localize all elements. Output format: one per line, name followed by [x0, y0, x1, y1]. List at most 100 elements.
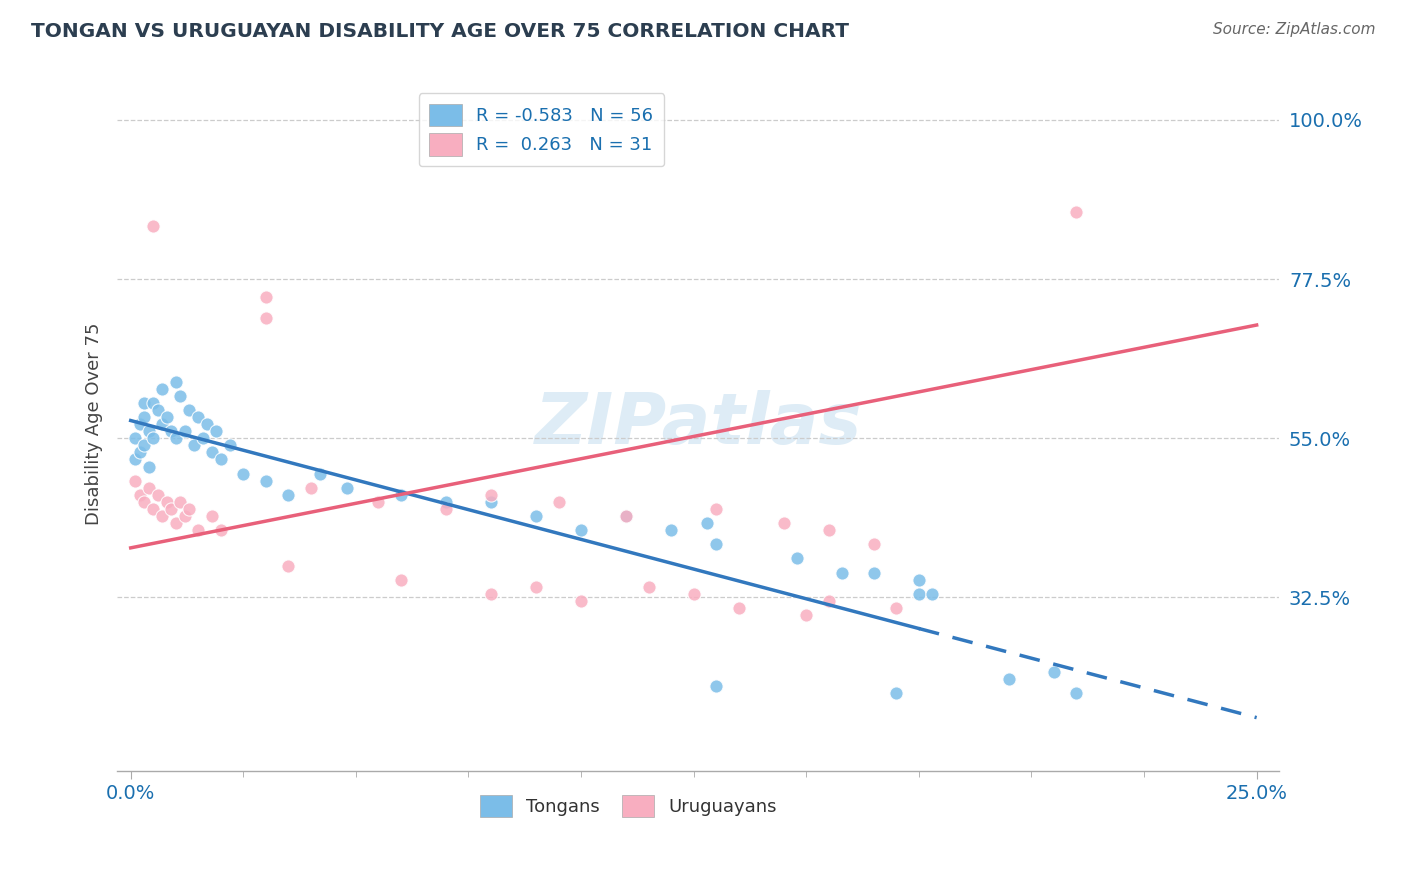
Point: [794, 608, 817, 623]
Point: [254, 474, 277, 488]
Point: [138, 459, 160, 474]
Point: [682, 587, 704, 601]
Point: [479, 495, 502, 509]
Point: [704, 537, 727, 551]
Point: [232, 467, 254, 481]
Point: [921, 587, 943, 601]
Point: [156, 409, 179, 424]
Point: [786, 551, 808, 566]
Point: [150, 417, 173, 431]
Point: [479, 488, 502, 502]
Point: [704, 502, 727, 516]
Point: [128, 445, 150, 459]
Point: [254, 290, 277, 304]
Point: [434, 495, 457, 509]
Point: [156, 495, 179, 509]
Point: [524, 580, 547, 594]
Point: [128, 417, 150, 431]
Point: [165, 516, 187, 530]
Point: [173, 509, 195, 524]
Point: [569, 523, 592, 537]
Point: [704, 679, 727, 693]
Point: [124, 474, 146, 488]
Point: [187, 523, 209, 537]
Point: [209, 523, 232, 537]
Point: [142, 396, 165, 410]
Point: [637, 580, 659, 594]
Point: [191, 431, 214, 445]
Point: [254, 310, 277, 325]
Point: [134, 409, 156, 424]
Legend: Tongans, Uruguayans: Tongans, Uruguayans: [472, 788, 785, 824]
Point: [1066, 204, 1088, 219]
Point: [367, 495, 389, 509]
Point: [201, 509, 224, 524]
Point: [817, 594, 839, 608]
Point: [134, 396, 156, 410]
Y-axis label: Disability Age Over 75: Disability Age Over 75: [86, 323, 103, 525]
Point: [128, 488, 150, 502]
Point: [479, 587, 502, 601]
Point: [389, 488, 412, 502]
Point: [205, 424, 228, 438]
Point: [169, 495, 191, 509]
Point: [614, 509, 637, 524]
Point: [277, 488, 299, 502]
Point: [146, 488, 169, 502]
Point: [659, 523, 682, 537]
Point: [124, 452, 146, 467]
Point: [209, 452, 232, 467]
Point: [862, 537, 884, 551]
Point: [138, 424, 160, 438]
Point: [142, 502, 165, 516]
Point: [308, 467, 330, 481]
Point: [150, 382, 173, 396]
Point: [886, 601, 908, 615]
Point: [336, 481, 359, 495]
Point: [218, 438, 240, 452]
Point: [134, 438, 156, 452]
Point: [160, 424, 183, 438]
Point: [547, 495, 569, 509]
Point: [299, 481, 322, 495]
Point: [908, 587, 931, 601]
Point: [727, 601, 749, 615]
Point: [569, 594, 592, 608]
Point: [524, 509, 547, 524]
Point: [173, 424, 195, 438]
Point: [169, 389, 191, 403]
Text: TONGAN VS URUGUAYAN DISABILITY AGE OVER 75 CORRELATION CHART: TONGAN VS URUGUAYAN DISABILITY AGE OVER …: [31, 22, 849, 41]
Point: [160, 502, 183, 516]
Point: [165, 431, 187, 445]
Point: [179, 403, 201, 417]
Point: [134, 495, 156, 509]
Point: [277, 558, 299, 573]
Point: [179, 502, 201, 516]
Point: [1043, 665, 1066, 679]
Point: [183, 438, 205, 452]
Point: [862, 566, 884, 580]
Point: [434, 502, 457, 516]
Point: [142, 431, 165, 445]
Point: [1066, 686, 1088, 700]
Point: [187, 409, 209, 424]
Point: [389, 573, 412, 587]
Point: [772, 516, 794, 530]
Point: [886, 686, 908, 700]
Point: [817, 523, 839, 537]
Point: [138, 481, 160, 495]
Point: [201, 445, 224, 459]
Point: [831, 566, 853, 580]
Point: [146, 403, 169, 417]
Point: [124, 431, 146, 445]
Point: [142, 219, 165, 233]
Point: [165, 375, 187, 389]
Point: [696, 516, 718, 530]
Text: ZIPatlas: ZIPatlas: [534, 390, 862, 458]
Point: [195, 417, 218, 431]
Point: [150, 509, 173, 524]
Point: [614, 509, 637, 524]
Point: [998, 672, 1021, 686]
Text: Source: ZipAtlas.com: Source: ZipAtlas.com: [1212, 22, 1375, 37]
Point: [908, 573, 931, 587]
